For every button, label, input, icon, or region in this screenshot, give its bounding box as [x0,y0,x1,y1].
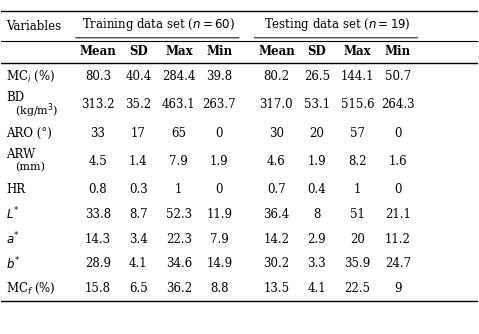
Text: (kg/m$^{3}$): (kg/m$^{3}$) [15,101,58,120]
Text: 263.7: 263.7 [203,99,236,112]
Text: BD: BD [6,92,24,105]
Text: $L^{*}$: $L^{*}$ [6,206,20,222]
Text: 24.7: 24.7 [385,258,411,271]
Text: 4.1: 4.1 [308,282,326,295]
Text: Min: Min [385,45,411,58]
Text: MC$_{i}$ (%): MC$_{i}$ (%) [6,69,55,85]
Text: 65: 65 [171,127,186,140]
Text: 11.2: 11.2 [385,232,411,245]
Text: Variables: Variables [6,20,61,33]
Text: 50.7: 50.7 [385,70,411,83]
Text: 2.9: 2.9 [308,232,326,245]
Text: 35.2: 35.2 [125,99,151,112]
Text: 0.8: 0.8 [89,183,107,196]
Text: 36.4: 36.4 [263,208,289,221]
Text: 52.3: 52.3 [166,208,192,221]
Text: 51: 51 [350,208,365,221]
Text: 1.6: 1.6 [388,155,407,168]
Text: 30: 30 [269,127,284,140]
Text: 28.9: 28.9 [85,258,111,271]
Text: 4.6: 4.6 [267,155,286,168]
Text: 57: 57 [350,127,365,140]
Text: $b^{*}$: $b^{*}$ [6,256,21,272]
Text: 7.9: 7.9 [170,155,188,168]
Text: 20: 20 [309,127,324,140]
Text: 14.3: 14.3 [85,232,111,245]
Text: 8.2: 8.2 [348,155,366,168]
Text: MC$_{f}$ (%): MC$_{f}$ (%) [6,281,56,296]
Text: ARO (°): ARO (°) [6,127,52,140]
Text: 80.2: 80.2 [263,70,289,83]
Text: 11.9: 11.9 [206,208,232,221]
Text: 33: 33 [91,127,105,140]
Text: 53.1: 53.1 [304,99,330,112]
Text: 39.8: 39.8 [206,70,232,83]
Text: 30.2: 30.2 [263,258,289,271]
Text: 9: 9 [394,282,401,295]
Text: 14.9: 14.9 [206,258,232,271]
Text: 1.9: 1.9 [308,155,326,168]
Text: 1.9: 1.9 [210,155,228,168]
Text: Testing data set ($n = 19$): Testing data set ($n = 19$) [264,16,411,33]
Text: 4.1: 4.1 [129,258,148,271]
Text: 20: 20 [350,232,365,245]
Text: 26.5: 26.5 [304,70,330,83]
Text: 1.4: 1.4 [129,155,148,168]
Text: 4.5: 4.5 [89,155,107,168]
Text: 8.7: 8.7 [129,208,148,221]
Text: ARW: ARW [6,148,35,161]
Text: Max: Max [343,45,371,58]
Text: 313.2: 313.2 [81,99,114,112]
Text: Max: Max [165,45,193,58]
Text: Min: Min [206,45,232,58]
Text: 3.4: 3.4 [129,232,148,245]
Text: 1: 1 [354,183,361,196]
Text: 515.6: 515.6 [341,99,374,112]
Text: HR: HR [6,183,25,196]
Text: 0: 0 [216,127,223,140]
Text: 0.3: 0.3 [129,183,148,196]
Text: 36.2: 36.2 [166,282,192,295]
Text: 463.1: 463.1 [162,99,195,112]
Text: 284.4: 284.4 [162,70,195,83]
Text: SD: SD [129,45,148,58]
Text: 0.4: 0.4 [308,183,326,196]
Text: Training data set ($n = 60$): Training data set ($n = 60$) [82,16,235,33]
Text: 17: 17 [131,127,146,140]
Text: 317.0: 317.0 [260,99,293,112]
Text: SD: SD [308,45,326,58]
Text: 14.2: 14.2 [263,232,289,245]
Text: 0.7: 0.7 [267,183,286,196]
Text: 0: 0 [394,127,401,140]
Text: 21.1: 21.1 [385,208,411,221]
Text: 1: 1 [175,183,182,196]
Text: Mean: Mean [258,45,295,58]
Text: (mm): (mm) [15,162,45,172]
Text: 8: 8 [313,208,320,221]
Text: 264.3: 264.3 [381,99,415,112]
Text: 8.8: 8.8 [210,282,228,295]
Text: 6.5: 6.5 [129,282,148,295]
Text: 3.3: 3.3 [308,258,326,271]
Text: 22.3: 22.3 [166,232,192,245]
Text: 22.5: 22.5 [344,282,370,295]
Text: Mean: Mean [80,45,116,58]
Text: 144.1: 144.1 [341,70,374,83]
Text: 13.5: 13.5 [263,282,289,295]
Text: 40.4: 40.4 [125,70,151,83]
Text: 35.9: 35.9 [344,258,370,271]
Text: 7.9: 7.9 [210,232,228,245]
Text: $a^{*}$: $a^{*}$ [6,231,20,247]
Text: 0: 0 [216,183,223,196]
Text: 0: 0 [394,183,401,196]
Text: 34.6: 34.6 [166,258,192,271]
Text: 33.8: 33.8 [85,208,111,221]
Text: 15.8: 15.8 [85,282,111,295]
Text: 80.3: 80.3 [85,70,111,83]
